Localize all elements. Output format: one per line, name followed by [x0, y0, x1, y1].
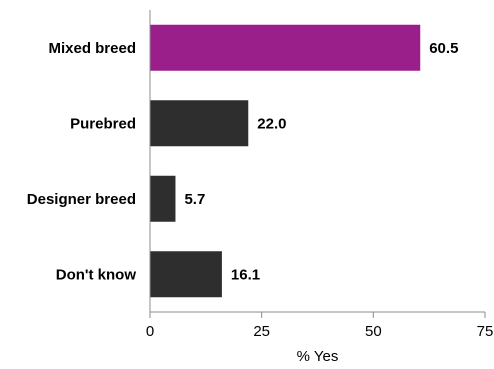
axes	[149, 10, 485, 313]
x-axis-title: % Yes	[297, 348, 339, 365]
x-ticks: 0 25 50 75	[146, 312, 494, 340]
x-tick-label: 50	[365, 323, 382, 340]
category-label-purebred: Purebred	[70, 115, 136, 132]
category-label-designer-breed: Designer breed	[27, 191, 136, 208]
bar-purebred	[150, 100, 249, 147]
value-label-purebred: 22.0	[257, 115, 286, 132]
bars	[150, 24, 421, 298]
x-tick-label: 25	[253, 323, 270, 340]
x-tick-label: 0	[146, 323, 154, 340]
x-tick-label: 75	[477, 323, 494, 340]
value-labels: 60.5 22.0 5.7 16.1	[184, 40, 458, 284]
value-label-don-t-know: 16.1	[231, 266, 260, 283]
bar-designer-breed	[150, 175, 176, 222]
bar-don-t-know	[150, 251, 222, 298]
bar-mixed-breed	[150, 24, 421, 71]
value-label-mixed-breed: 60.5	[429, 40, 458, 57]
category-label-don-t-know: Don't know	[56, 266, 137, 283]
category-label-mixed-breed: Mixed breed	[48, 40, 136, 57]
category-labels: Mixed breed Purebred Designer breed Don't k…	[27, 40, 137, 284]
value-label-designer-breed: 5.7	[184, 191, 205, 208]
